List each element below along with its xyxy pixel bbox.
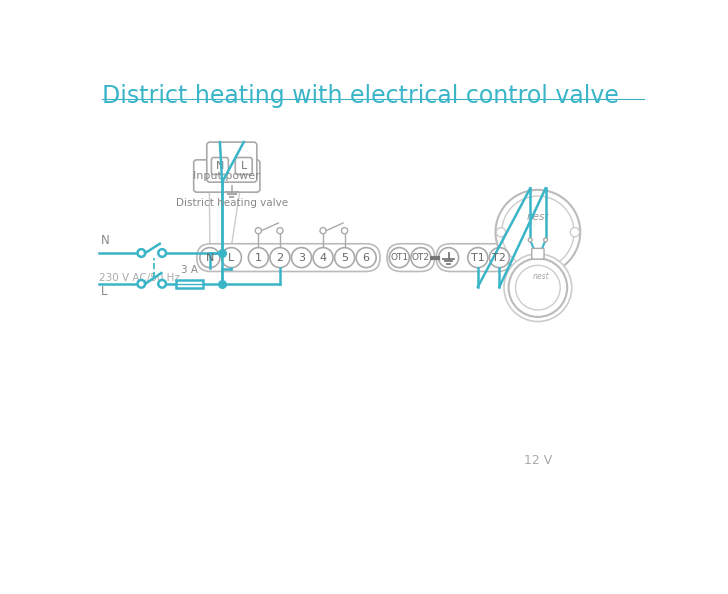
Circle shape (158, 249, 166, 257)
Circle shape (515, 266, 561, 310)
Text: L: L (100, 285, 107, 298)
Circle shape (138, 280, 145, 287)
Circle shape (411, 248, 431, 268)
Text: nest: nest (533, 273, 549, 282)
Circle shape (248, 248, 269, 268)
Circle shape (277, 228, 283, 234)
FancyBboxPatch shape (207, 142, 257, 182)
FancyBboxPatch shape (176, 280, 203, 287)
Text: 1: 1 (255, 252, 262, 263)
FancyBboxPatch shape (194, 160, 260, 192)
Text: 4: 4 (320, 252, 327, 263)
Circle shape (489, 248, 510, 268)
Circle shape (313, 248, 333, 268)
Text: 6: 6 (363, 252, 370, 263)
Text: 230 V AC/50 Hz: 230 V AC/50 Hz (99, 273, 180, 283)
FancyBboxPatch shape (197, 244, 380, 271)
Circle shape (529, 238, 532, 242)
Circle shape (570, 228, 579, 237)
Text: N: N (206, 252, 214, 263)
Circle shape (504, 254, 571, 321)
Text: N: N (100, 234, 109, 247)
Circle shape (496, 228, 505, 237)
Text: nest: nest (526, 212, 549, 222)
FancyBboxPatch shape (436, 244, 512, 271)
Text: 2: 2 (277, 252, 283, 263)
Text: 3: 3 (298, 252, 305, 263)
Text: 12 V: 12 V (523, 454, 552, 467)
Text: L: L (229, 252, 234, 263)
Circle shape (335, 248, 355, 268)
FancyBboxPatch shape (387, 244, 435, 271)
Circle shape (158, 280, 166, 287)
Text: L: L (241, 161, 247, 171)
FancyBboxPatch shape (235, 157, 252, 175)
Circle shape (291, 248, 312, 268)
Text: District heating with electrical control valve: District heating with electrical control… (102, 84, 619, 108)
Text: District heating valve: District heating valve (175, 198, 288, 207)
Text: 5: 5 (341, 252, 348, 263)
Circle shape (509, 258, 567, 317)
Circle shape (438, 248, 459, 268)
Circle shape (496, 190, 580, 274)
FancyBboxPatch shape (211, 157, 229, 175)
Text: T1: T1 (471, 252, 485, 263)
Circle shape (389, 248, 409, 268)
Circle shape (200, 248, 220, 268)
FancyBboxPatch shape (531, 248, 544, 259)
Circle shape (356, 248, 376, 268)
Text: 3 A: 3 A (181, 266, 197, 276)
Circle shape (138, 249, 145, 257)
Text: N: N (215, 161, 224, 171)
Circle shape (221, 248, 242, 268)
Circle shape (502, 196, 574, 268)
Text: OT1: OT1 (390, 253, 408, 262)
Text: T2: T2 (492, 252, 506, 263)
Circle shape (256, 228, 261, 234)
Text: Input power: Input power (194, 171, 260, 181)
Circle shape (270, 248, 290, 268)
Circle shape (544, 238, 547, 242)
Circle shape (341, 228, 348, 234)
Circle shape (320, 228, 326, 234)
Text: OT2: OT2 (412, 253, 430, 262)
Circle shape (468, 248, 488, 268)
